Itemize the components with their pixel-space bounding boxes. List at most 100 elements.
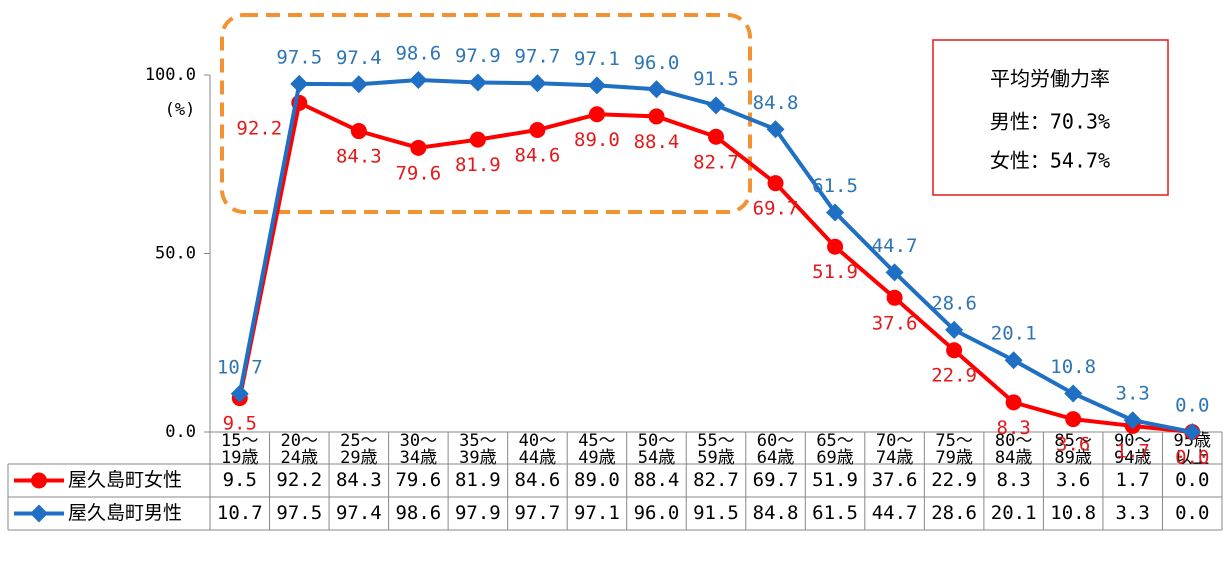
data-label: 97.7 — [515, 46, 561, 68]
table-cell: 3.6 — [1056, 469, 1090, 491]
data-label: 84.8 — [753, 92, 799, 114]
data-label: 96.0 — [634, 52, 680, 74]
marker — [946, 342, 963, 359]
data-label: 98.6 — [395, 42, 441, 64]
x-tick-label: 49歳 — [578, 448, 615, 468]
legend-label: 屋久島町女性 — [68, 469, 182, 491]
x-tick-label: 94歳 — [1114, 448, 1151, 468]
table-cell: 91.5 — [693, 502, 739, 524]
marker — [409, 70, 428, 89]
marker — [230, 384, 249, 403]
x-tick-label: 64歳 — [757, 448, 794, 468]
data-label: 44.7 — [872, 235, 918, 257]
x-tick-label: 90～ — [1114, 431, 1151, 451]
marker — [588, 106, 605, 123]
x-tick-label: 19歳 — [221, 448, 258, 468]
marker — [528, 74, 547, 93]
x-tick-label: 20～ — [281, 431, 318, 451]
marker — [767, 175, 784, 192]
x-tick-label: 74歳 — [876, 448, 913, 468]
table-cell: 0.0 — [1175, 502, 1209, 524]
x-tick-label: 25～ — [340, 431, 377, 451]
table-cell: 97.1 — [574, 502, 620, 524]
table-cell: 89.0 — [574, 469, 620, 491]
x-tick-label: 39歳 — [459, 448, 496, 468]
marker — [410, 139, 427, 156]
x-tick-label: 89歳 — [1054, 448, 1091, 468]
marker — [1065, 411, 1082, 428]
marker — [290, 74, 309, 93]
table-cell: 10.8 — [1050, 502, 1096, 524]
data-label: 0.0 — [1175, 447, 1209, 469]
marker — [708, 128, 724, 145]
x-tick-label: 60～ — [757, 431, 794, 451]
x-tick-label: 54歳 — [638, 448, 675, 468]
data-label: 82.7 — [693, 151, 739, 173]
legend-marker — [31, 472, 47, 489]
highlight-box — [220, 13, 752, 214]
marker — [468, 73, 487, 92]
y-unit: (%) — [165, 100, 196, 120]
marker — [1064, 384, 1083, 403]
data-label: 69.7 — [753, 198, 799, 220]
marker — [1004, 351, 1023, 370]
table-cell: 1.7 — [1116, 469, 1150, 491]
table-cell: 51.9 — [812, 469, 858, 491]
data-label: 22.9 — [931, 365, 977, 387]
annotation-line: 女性：54.7% — [990, 149, 1110, 173]
data-label: 1.7 — [1116, 440, 1150, 462]
marker — [529, 121, 546, 138]
x-tick-label: 15～ — [221, 431, 258, 451]
data-label: 10.7 — [217, 356, 263, 378]
table-cell: 22.9 — [931, 469, 977, 491]
table-cell: 0.0 — [1175, 469, 1209, 491]
marker — [885, 263, 904, 282]
x-tick-label: 55～ — [697, 431, 734, 451]
table-cell: 10.7 — [217, 502, 263, 524]
marker — [469, 131, 486, 148]
data-label: 92.2 — [236, 117, 282, 139]
data-label: 84.6 — [515, 144, 561, 166]
table-cell: 96.0 — [634, 502, 680, 524]
data-label: 37.6 — [872, 312, 918, 334]
table-cell: 44.7 — [872, 502, 918, 524]
marker — [945, 320, 964, 339]
table-cell: 3.3 — [1116, 502, 1150, 524]
data-label: 3.3 — [1116, 383, 1150, 405]
table-cell: 97.5 — [276, 502, 322, 524]
marker — [766, 120, 785, 139]
annotation-line: 男性：70.3% — [990, 110, 1110, 134]
table-cell: 97.9 — [455, 502, 501, 524]
x-tick-label: 85～ — [1054, 431, 1091, 451]
x-tick-label: 29歳 — [340, 448, 377, 468]
x-tick-label: 59歳 — [697, 448, 734, 468]
data-label: 97.5 — [276, 46, 322, 68]
x-tick-label: 35～ — [459, 431, 496, 451]
table-cell: 8.3 — [996, 469, 1030, 491]
x-tick-label: 34歳 — [400, 448, 437, 468]
data-label: 81.9 — [455, 154, 501, 176]
x-tick-label: 40～ — [519, 431, 556, 451]
data-label: 84.3 — [336, 146, 382, 168]
marker — [349, 75, 368, 94]
table-cell: 84.6 — [515, 469, 561, 491]
data-label: 97.1 — [574, 48, 620, 70]
annotation-box — [932, 39, 1169, 196]
x-tick-label: 50～ — [638, 431, 675, 451]
table-cell: 82.7 — [693, 469, 739, 491]
data-label: 61.5 — [812, 175, 858, 197]
marker — [826, 203, 845, 222]
marker — [648, 108, 665, 125]
table-cell: 28.6 — [931, 502, 977, 524]
table-cell: 92.2 — [276, 469, 322, 491]
table-cell: 88.4 — [634, 469, 680, 491]
legend-marker — [30, 504, 48, 523]
table-cell: 20.1 — [991, 502, 1037, 524]
data-label: 88.4 — [634, 131, 680, 153]
table-cell: 84.8 — [753, 502, 799, 524]
marker — [1183, 423, 1202, 441]
legend-label: 屋久島町男性 — [68, 502, 182, 524]
x-tick-label: 45～ — [578, 431, 615, 451]
x-tick-label: 44歳 — [519, 448, 556, 468]
